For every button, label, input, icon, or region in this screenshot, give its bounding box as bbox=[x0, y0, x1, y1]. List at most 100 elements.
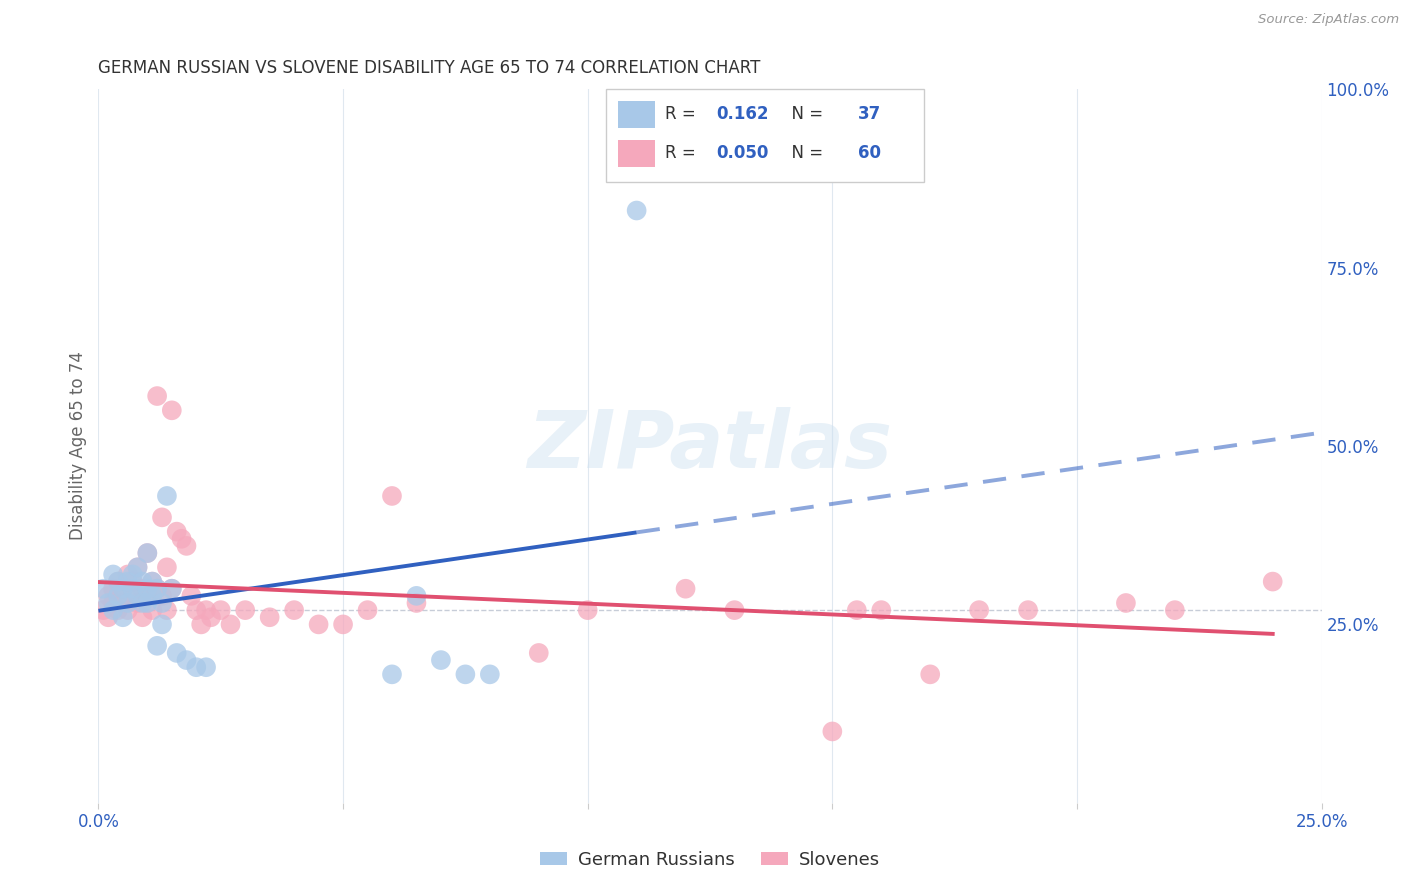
Point bbox=[176, 539, 198, 553]
Point bbox=[308, 617, 330, 632]
Point bbox=[150, 617, 173, 632]
Point bbox=[91, 582, 114, 596]
Point bbox=[967, 603, 990, 617]
Point bbox=[117, 603, 139, 617]
Point bbox=[478, 667, 501, 681]
Text: 60: 60 bbox=[858, 145, 882, 162]
Point bbox=[160, 582, 183, 596]
Point bbox=[101, 582, 124, 596]
Point bbox=[160, 403, 183, 417]
Point bbox=[195, 660, 218, 674]
Point bbox=[160, 582, 183, 596]
Point bbox=[141, 574, 163, 589]
Text: N =: N = bbox=[780, 105, 828, 123]
Y-axis label: Disability Age 65 to 74: Disability Age 65 to 74 bbox=[69, 351, 87, 541]
Point bbox=[675, 582, 697, 596]
Point bbox=[101, 567, 124, 582]
Point bbox=[190, 617, 212, 632]
Point bbox=[200, 610, 222, 624]
Point bbox=[121, 582, 143, 596]
Text: 0.162: 0.162 bbox=[716, 105, 769, 123]
Point bbox=[1261, 574, 1284, 589]
Point bbox=[166, 524, 188, 539]
FancyBboxPatch shape bbox=[606, 89, 924, 182]
Point bbox=[117, 596, 139, 610]
Point bbox=[127, 589, 149, 603]
Point bbox=[405, 589, 427, 603]
Text: GERMAN RUSSIAN VS SLOVENE DISABILITY AGE 65 TO 74 CORRELATION CHART: GERMAN RUSSIAN VS SLOVENE DISABILITY AGE… bbox=[98, 59, 761, 77]
Legend: German Russians, Slovenes: German Russians, Slovenes bbox=[533, 844, 887, 876]
Point bbox=[131, 596, 153, 610]
Point bbox=[1017, 603, 1039, 617]
Point bbox=[219, 617, 242, 632]
Point bbox=[332, 617, 354, 632]
Point bbox=[127, 560, 149, 574]
Point bbox=[283, 603, 305, 617]
Point bbox=[101, 603, 124, 617]
Point bbox=[233, 603, 256, 617]
Point bbox=[356, 603, 378, 617]
Point bbox=[127, 560, 149, 574]
Point bbox=[845, 603, 868, 617]
Point bbox=[150, 596, 173, 610]
Point bbox=[136, 596, 159, 610]
Point bbox=[576, 603, 599, 617]
Text: Source: ZipAtlas.com: Source: ZipAtlas.com bbox=[1258, 13, 1399, 27]
Point bbox=[146, 639, 169, 653]
Point bbox=[156, 489, 179, 503]
Point bbox=[821, 724, 844, 739]
Point bbox=[146, 389, 169, 403]
Point bbox=[1115, 596, 1137, 610]
Point bbox=[101, 596, 124, 610]
Text: 37: 37 bbox=[858, 105, 882, 123]
Point bbox=[127, 596, 149, 610]
Point bbox=[146, 582, 169, 596]
Text: 0.050: 0.050 bbox=[716, 145, 769, 162]
Point bbox=[170, 532, 193, 546]
Point bbox=[723, 603, 745, 617]
Point bbox=[150, 589, 173, 603]
Point bbox=[186, 603, 208, 617]
Point bbox=[121, 567, 143, 582]
Point bbox=[870, 603, 893, 617]
Text: N =: N = bbox=[780, 145, 828, 162]
Text: ZIPatlas: ZIPatlas bbox=[527, 407, 893, 485]
Point bbox=[91, 603, 114, 617]
Point bbox=[117, 574, 139, 589]
Point bbox=[141, 589, 163, 603]
Point bbox=[186, 660, 208, 674]
Point bbox=[195, 603, 218, 617]
Point bbox=[121, 589, 143, 603]
Point bbox=[209, 603, 232, 617]
Point bbox=[430, 653, 453, 667]
Point bbox=[259, 610, 281, 624]
Point bbox=[136, 546, 159, 560]
Point bbox=[136, 589, 159, 603]
Point bbox=[111, 596, 134, 610]
Point bbox=[180, 589, 202, 603]
Point bbox=[156, 560, 179, 574]
Point bbox=[141, 574, 163, 589]
Point bbox=[381, 667, 404, 681]
Text: R =: R = bbox=[665, 145, 700, 162]
Point bbox=[454, 667, 477, 681]
Point bbox=[176, 653, 198, 667]
Point bbox=[381, 489, 404, 503]
Point bbox=[141, 603, 163, 617]
Point bbox=[121, 574, 143, 589]
Point bbox=[107, 603, 129, 617]
Point bbox=[107, 574, 129, 589]
Point bbox=[131, 582, 153, 596]
Point bbox=[150, 510, 173, 524]
Point bbox=[131, 610, 153, 624]
Point bbox=[527, 646, 550, 660]
Point bbox=[97, 596, 120, 610]
Point bbox=[111, 582, 134, 596]
Point bbox=[97, 610, 120, 624]
Text: R =: R = bbox=[665, 105, 700, 123]
Point bbox=[97, 589, 120, 603]
Point bbox=[920, 667, 942, 681]
Point bbox=[111, 610, 134, 624]
Point bbox=[131, 574, 153, 589]
Point bbox=[136, 546, 159, 560]
